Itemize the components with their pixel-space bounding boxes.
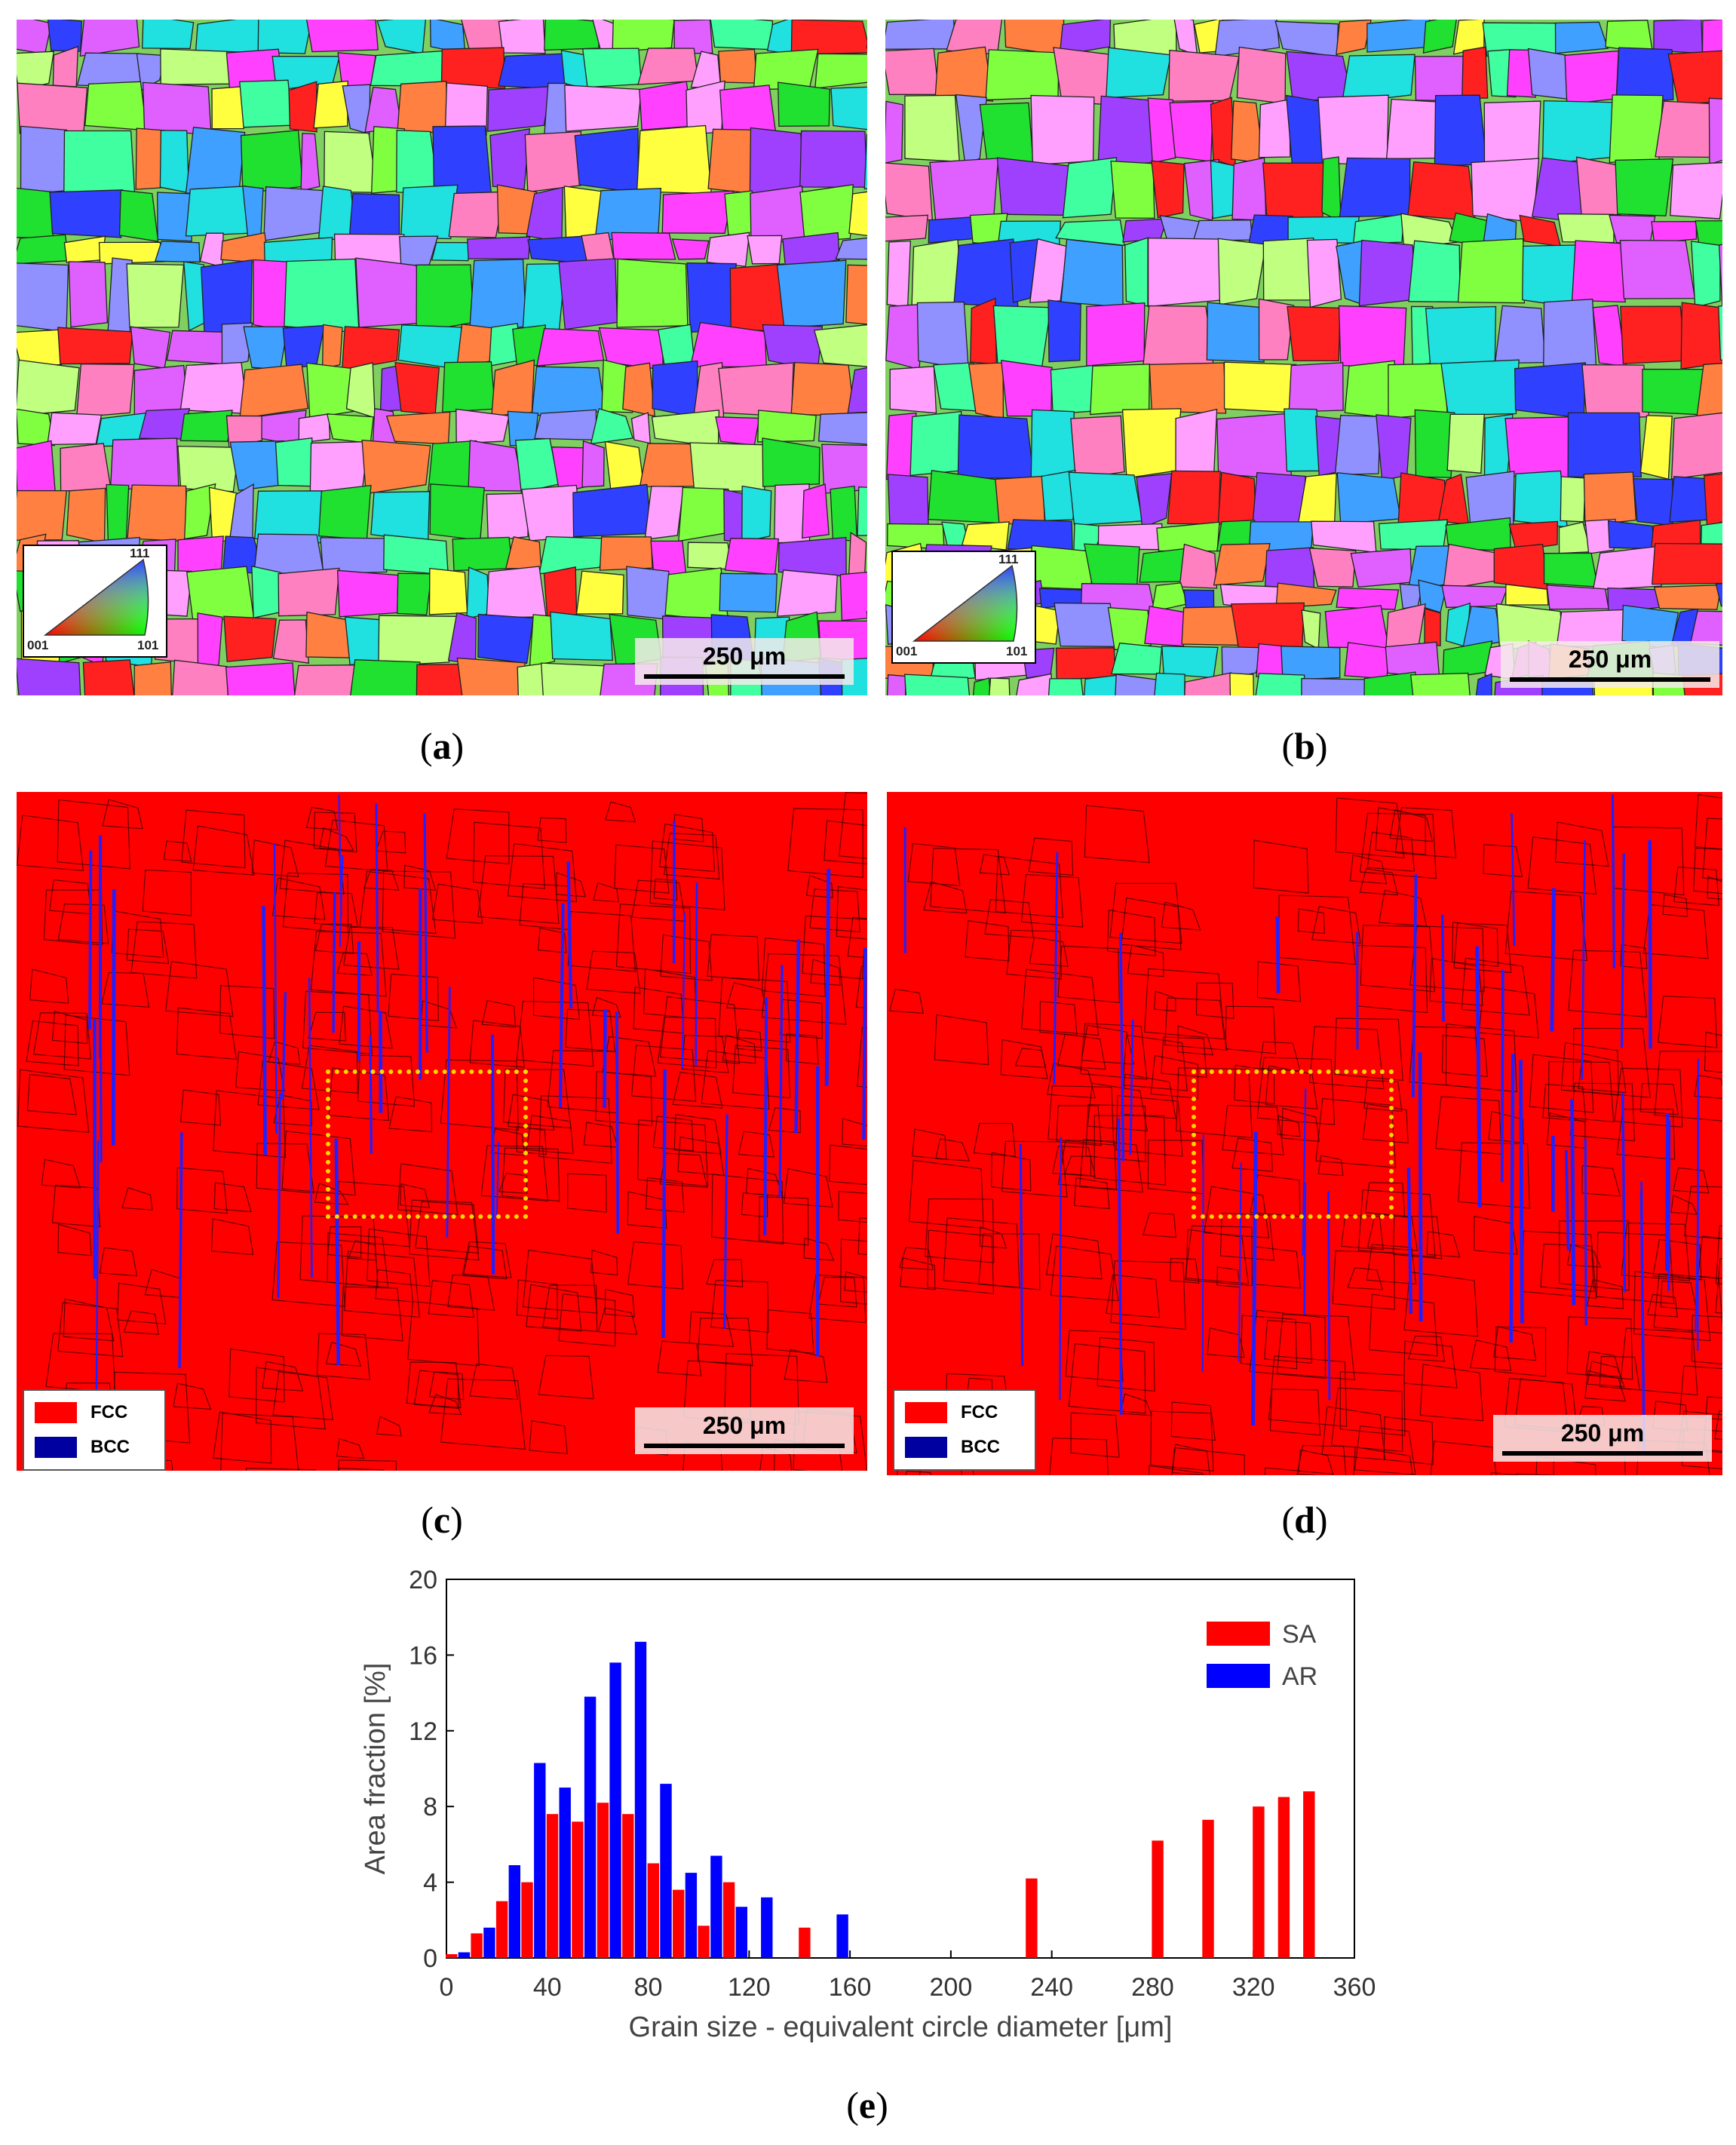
y-tick-label: 0 [423,1944,437,1973]
bar-sa [495,1901,508,1958]
ipf-map-a [17,20,867,695]
ipf-label-101: 101 [1006,644,1028,658]
x-tick-label: 360 [1333,1973,1376,2002]
scale-bar-d: 250 μm [1493,1415,1712,1462]
bar-sa [698,1926,710,1958]
bar-ar [634,1641,647,1958]
legend-fcc-label: FCC [90,1402,128,1422]
bar-ar [761,1897,773,1958]
fcc-swatch [905,1402,947,1423]
phase-map-c [17,792,867,1471]
ipf-label-101: 101 [137,638,159,652]
x-tick-label: 280 [1131,1973,1174,2002]
phase-legend-c: FCC BCC [23,1389,166,1471]
roi-box-d [1192,1069,1394,1219]
legend-swatch-sa [1207,1622,1270,1646]
bar-sa [673,1889,685,1958]
caption-b: (b) [1281,725,1328,767]
x-tick-label: 200 [930,1973,973,2002]
caption-c: (c) [421,1499,463,1541]
ipf-key-b: 111 001 101 [891,551,1036,664]
bar-sa [1202,1819,1214,1958]
bar-ar [685,1873,698,1958]
x-tick-label: 160 [829,1973,872,2002]
bar-ar [836,1914,848,1958]
bcc-swatch [35,1437,77,1458]
legend-swatch-ar [1207,1664,1270,1688]
scale-bar-b: 250 μm [1501,641,1719,688]
bar-ar [660,1784,672,1958]
bar-ar [534,1763,546,1958]
fcc-swatch [35,1402,77,1423]
bar-sa [546,1814,559,1958]
bar-sa [622,1814,634,1958]
x-tick-label: 0 [440,1973,454,2002]
x-tick-label: 320 [1232,1973,1275,2002]
legend-label-ar: AR [1282,1662,1317,1691]
phase-legend-d: FCC BCC [893,1389,1036,1471]
bar-ar [483,1927,495,1958]
bcc-swatch [905,1437,947,1458]
bar-ar [710,1855,722,1958]
y-tick-label: 12 [409,1717,437,1746]
ipf-key-a: 111 001 101 [23,545,167,658]
roi-box-c [326,1069,528,1219]
scale-bar-label: 250 μm [1568,646,1652,673]
bar-sa [1277,1797,1290,1958]
ipf-triangle-icon [912,564,1018,642]
legend-bcc-label: BCC [961,1437,1000,1457]
scale-bar-a: 250 μm [635,638,854,685]
caption-d: (d) [1281,1499,1328,1541]
x-tick-label: 80 [634,1973,663,2002]
grain-size-chart: 0 4 8 12 16 20 0 40 80 120 160 200 240 280 320 360 Grain… [332,1561,1410,2074]
bar-sa [572,1821,584,1958]
y-tick-label: 4 [423,1869,437,1898]
bar-sa [446,1954,458,1958]
bar-sa [1303,1791,1315,1958]
bar-ar [584,1696,597,1958]
legend-bcc-label: BCC [90,1437,130,1457]
ipf-label-001: 001 [896,644,918,658]
bar-sa [722,1882,735,1958]
bar-sa [1026,1878,1038,1958]
y-axis-label: Area fraction [%] [360,1663,391,1875]
bar-ar [559,1787,571,1958]
bar-sa [471,1933,483,1958]
scale-bar-label: 250 μm [702,1412,787,1439]
ipf-triangle-icon [43,558,149,636]
ipf-label-111: 111 [130,546,150,560]
bar-sa [521,1882,533,1958]
bar-sa [799,1927,811,1958]
x-tick-label: 240 [1030,1973,1073,2002]
bar-sa [647,1863,659,1958]
x-axis-label: Grain size - equivalent circle diameter … [629,2012,1173,2043]
bar-sa [1253,1806,1265,1958]
x-tick-label: 40 [533,1973,562,2002]
y-tick-label: 16 [409,1641,437,1670]
ipf-label-001: 001 [27,638,49,652]
legend-label-sa: SA [1282,1620,1317,1649]
scale-bar-label: 250 μm [1560,1419,1645,1447]
bar-ar [735,1907,747,1958]
phase-map-d [887,792,1722,1475]
bar-ar [609,1662,621,1958]
bar-sa [597,1803,609,1958]
bar-sa [1152,1840,1164,1958]
caption-a: (a) [419,725,465,767]
bar-ar [458,1952,471,1958]
x-tick-label: 120 [728,1973,771,2002]
bar-ar [508,1865,520,1958]
scale-bar-c: 250 μm [635,1407,854,1454]
scale-bar-label: 250 μm [702,643,787,670]
y-tick-label: 20 [409,1566,437,1594]
caption-e: (e) [846,2084,888,2126]
legend-fcc-label: FCC [961,1402,998,1422]
ipf-label-111: 111 [998,552,1019,566]
y-tick-label: 8 [423,1793,437,1821]
